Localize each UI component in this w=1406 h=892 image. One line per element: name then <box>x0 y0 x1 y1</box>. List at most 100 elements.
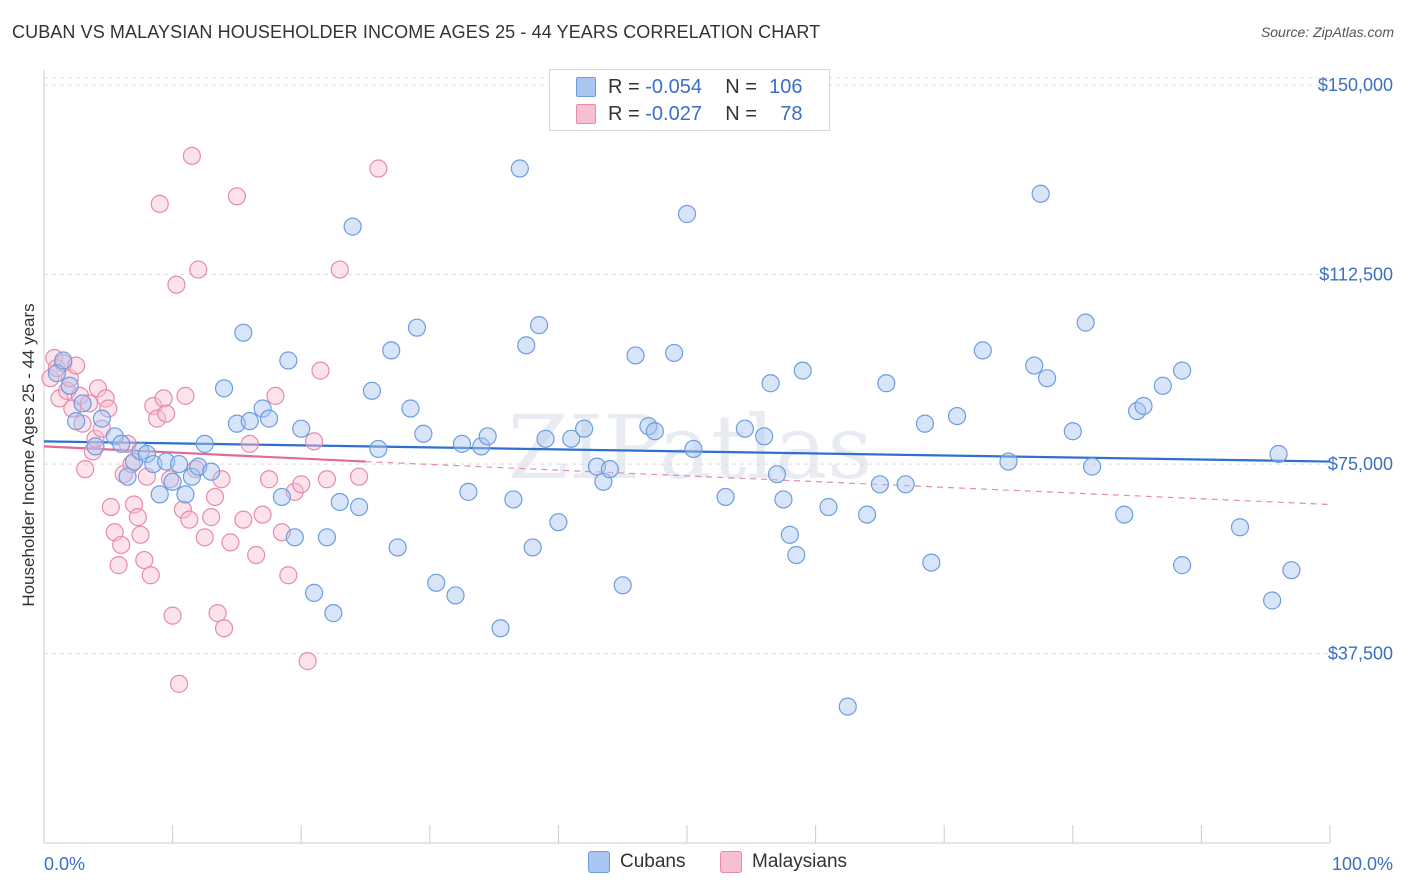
legend-n-label: N = <box>725 102 757 125</box>
point-cubans <box>330 492 349 512</box>
point-cubans <box>877 374 896 393</box>
point-cubans <box>317 528 337 547</box>
point-malaysians <box>212 470 231 489</box>
source-credit: Source: ZipAtlas.com <box>1260 24 1394 40</box>
point-cubans <box>214 379 234 398</box>
legend-r-label: R = <box>608 75 640 98</box>
tick-labels: $37,500 $75,000 $112,500 $150,000 0.0% 100.0% <box>44 75 1393 874</box>
point-cubans <box>1076 313 1095 332</box>
point-cubans <box>150 485 169 504</box>
point-cubans <box>613 576 632 595</box>
series-legend: Cubans Malaysians <box>0 851 1406 877</box>
point-malaysians <box>86 429 105 448</box>
point-cubans <box>735 419 754 438</box>
legend-item-malaysians: Malaysians <box>720 851 847 873</box>
point-cubans <box>324 604 343 623</box>
point-cubans <box>491 619 510 638</box>
point-malaysians <box>50 389 69 408</box>
legend-n-value: 78 <box>780 102 803 125</box>
point-malaysians <box>247 545 266 565</box>
point-cubans <box>896 475 915 494</box>
point-cubans <box>600 460 619 479</box>
point-malaysians <box>292 475 311 494</box>
point-cubans <box>176 485 195 504</box>
point-malaysians <box>135 550 154 570</box>
legend-r-label: R = <box>608 102 640 125</box>
point-cubans <box>1025 356 1044 375</box>
point-malaysians <box>349 467 369 486</box>
point-cubans <box>1173 556 1192 575</box>
y-tick-label: $37,500 <box>1328 644 1393 664</box>
legend-n-value: 106 <box>769 75 803 98</box>
point-cubans <box>915 414 935 433</box>
point-malaysians <box>369 159 388 178</box>
point-malaysians <box>109 556 128 575</box>
point-cubans <box>716 487 735 507</box>
y-tick-label: $112,500 <box>1319 265 1393 285</box>
point-malaysians <box>148 409 167 428</box>
point-cubans <box>1153 376 1172 395</box>
point-malaysians <box>182 146 201 165</box>
point-cubans <box>163 472 182 491</box>
legend-swatch-cubans <box>588 851 610 873</box>
point-malaysians <box>88 379 108 398</box>
chart-title: CUBAN VS MALAYSIAN HOUSEHOLDER INCOME AG… <box>12 22 821 42</box>
point-cubans <box>1263 591 1282 610</box>
point-malaysians <box>157 404 176 423</box>
point-cubans <box>292 419 311 438</box>
point-malaysians <box>317 470 337 489</box>
point-malaysians <box>79 394 99 413</box>
point-cubans <box>819 497 838 517</box>
point-cubans <box>304 583 324 603</box>
point-cubans <box>446 586 465 605</box>
point-cubans <box>1282 561 1301 580</box>
point-cubans <box>279 351 298 370</box>
point-malaysians <box>227 187 246 206</box>
stats-legend: R = -0.054 N = 106 R = -0.027 N = 78 <box>549 69 830 131</box>
point-cubans <box>536 429 555 448</box>
point-cubans <box>137 444 156 464</box>
point-cubans <box>838 697 857 716</box>
point-cubans <box>1173 361 1192 380</box>
grid-lines <box>44 77 1330 655</box>
point-malaysians <box>240 434 259 453</box>
point-cubans <box>1230 518 1250 537</box>
legend-item-cubans: Cubans <box>588 851 686 873</box>
point-cubans <box>684 439 703 459</box>
point-cubans <box>362 381 382 400</box>
axes <box>43 70 1331 844</box>
point-cubans <box>922 553 941 572</box>
y-tick-label: $75,000 <box>1328 454 1393 474</box>
point-cubans <box>677 204 697 224</box>
point-cubans <box>787 545 806 565</box>
x-tick-label: 100.0% <box>1332 854 1393 874</box>
point-cubans <box>645 422 664 441</box>
point-cubans <box>1082 457 1102 476</box>
x-tick-label: 0.0% <box>44 854 85 874</box>
point-malaysians <box>154 389 173 408</box>
point-cubans <box>73 394 92 413</box>
point-cubans <box>240 412 259 431</box>
point-cubans <box>947 406 967 426</box>
trend-line-malaysians <box>43 445 366 463</box>
point-malaysians <box>150 194 169 213</box>
point-cubans <box>60 376 79 395</box>
point-cubans <box>530 316 549 335</box>
point-malaysians <box>279 566 298 585</box>
point-cubans <box>793 361 812 380</box>
point-cubans <box>870 475 890 494</box>
point-malaysians <box>169 674 189 693</box>
point-malaysians <box>131 525 150 544</box>
point-malaysians <box>253 505 272 524</box>
point-malaysians <box>208 604 227 623</box>
point-cubans <box>1115 505 1134 524</box>
point-malaysians <box>304 432 324 451</box>
point-cubans <box>665 343 684 363</box>
legend-row-malaysians: R = -0.027 N = 78 <box>550 101 803 127</box>
point-cubans <box>112 434 131 453</box>
point-cubans <box>1063 422 1082 441</box>
point-cubans <box>459 482 478 501</box>
point-malaysians <box>141 566 160 585</box>
y-tick-label: $150,000 <box>1318 75 1393 95</box>
